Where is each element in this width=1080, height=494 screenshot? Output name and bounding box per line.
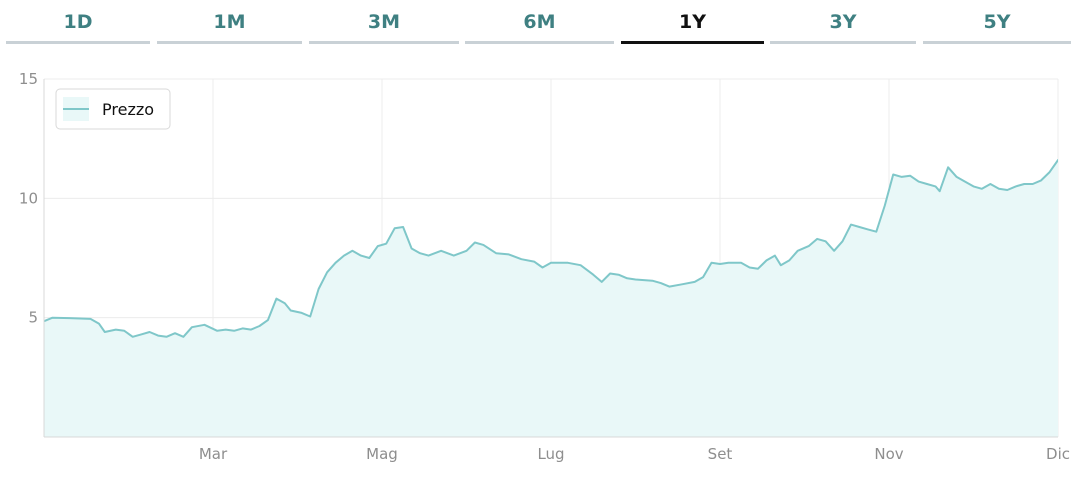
- tab-3y[interactable]: 3Y: [770, 6, 916, 46]
- tab-label: 1Y: [679, 11, 706, 33]
- x-tick-label: Dic: [1046, 445, 1070, 463]
- tab-underline: [309, 41, 459, 44]
- tab-label: 3Y: [829, 11, 857, 33]
- tab-label: 1D: [63, 11, 93, 33]
- x-tick-label: Lug: [537, 445, 564, 463]
- x-tick-label: Mar: [199, 445, 228, 463]
- y-tick-label: 5: [28, 309, 38, 327]
- tab-label: 5Y: [983, 11, 1011, 33]
- y-tick-label: 15: [19, 70, 38, 88]
- tab-5y[interactable]: 5Y: [923, 6, 1071, 46]
- tab-label: 6M: [523, 11, 556, 33]
- tab-6m[interactable]: 6M: [465, 6, 614, 46]
- tab-3m[interactable]: 3M: [309, 6, 459, 46]
- legend-label: Prezzo: [102, 100, 154, 119]
- tab-1m[interactable]: 1M: [157, 6, 302, 46]
- x-tick-label: Set: [708, 445, 733, 463]
- tab-label: 1M: [213, 11, 246, 33]
- series-line-prezzo: [44, 159, 1058, 338]
- y-tick-label: 10: [19, 189, 38, 207]
- tab-underline: [621, 41, 764, 44]
- tab-1d[interactable]: 1D: [6, 6, 150, 46]
- tab-underline: [6, 41, 150, 44]
- tab-underline: [157, 41, 302, 44]
- x-tick-label: Mag: [366, 445, 398, 463]
- x-tick-label: Nov: [874, 445, 903, 463]
- range-tabs: 1D 1M 3M 6M 1Y 3Y 5Y: [0, 0, 1080, 48]
- tab-label: 3M: [367, 11, 401, 33]
- tab-underline: [923, 41, 1071, 44]
- series-area-fill: [44, 160, 1058, 437]
- tab-underline: [770, 41, 916, 44]
- tab-1y[interactable]: 1Y: [621, 6, 764, 46]
- tab-underline: [465, 41, 614, 44]
